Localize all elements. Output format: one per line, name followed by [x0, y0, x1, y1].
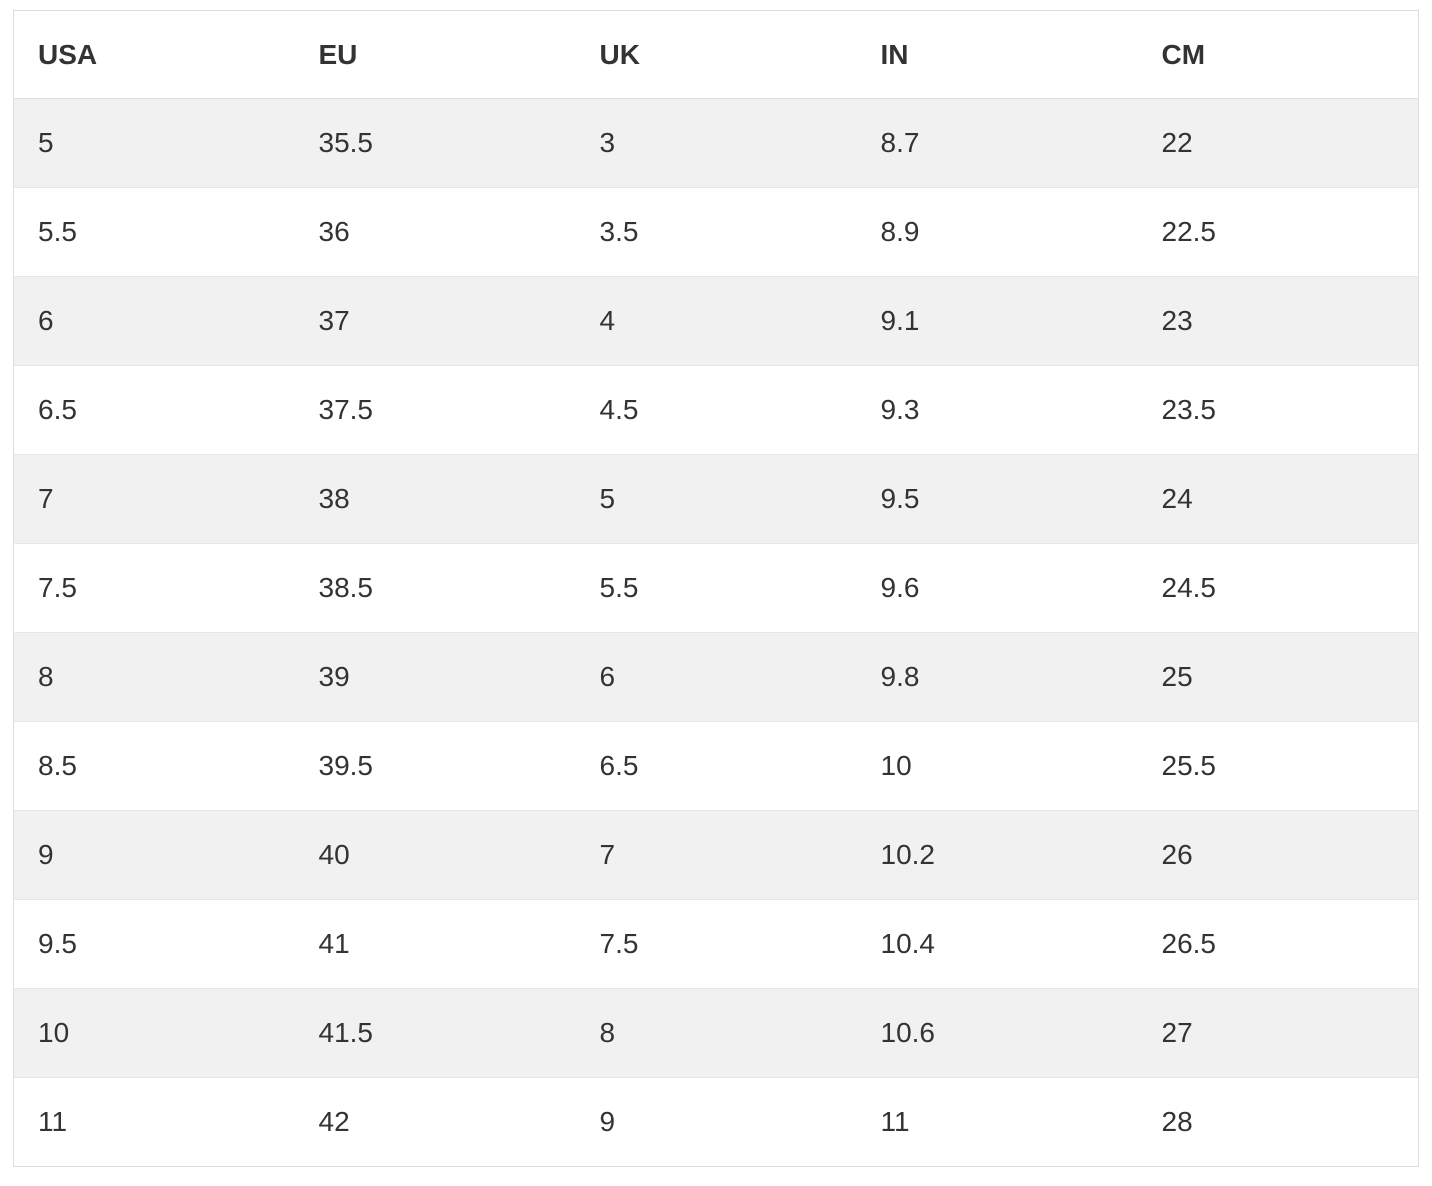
table-cell: 26 [1161, 839, 1193, 870]
table-cell: 3 [599, 127, 616, 158]
table-cell: 37 [318, 305, 350, 336]
table-cell: 23 [1161, 305, 1193, 336]
table-cell: 38 [318, 483, 350, 514]
table-header: USA EU UK IN CM [13, 10, 1419, 99]
table-cell: 8 [38, 661, 54, 692]
table-cell: 6.5 [38, 394, 77, 425]
table-cell: 5.5 [38, 216, 77, 247]
table-cell: 41 [318, 928, 350, 959]
table-cell: 25.5 [1161, 750, 1217, 781]
table-row: 5.5 36 3.5 8.9 22.5 [13, 187, 1419, 277]
table-cell: 23.5 [1161, 394, 1217, 425]
table-cell: 28 [1161, 1106, 1193, 1137]
table-cell: 39 [318, 661, 350, 692]
table-cell: 7.5 [599, 928, 639, 959]
table-cell: 11 [38, 1106, 68, 1137]
table-cell: 6 [599, 661, 616, 692]
table-cell: 8.9 [880, 216, 920, 247]
table-cell: 9.5 [880, 483, 920, 514]
table-cell: 42 [318, 1106, 350, 1137]
column-header-in: IN [856, 10, 1138, 99]
table-cell: 27 [1161, 1017, 1193, 1048]
table-cell: 11 [880, 1106, 910, 1137]
table-cell: 8.7 [880, 127, 920, 158]
table-cell: 9.6 [880, 572, 920, 603]
table-cell: 22 [1161, 127, 1193, 158]
table-cell: 36 [318, 216, 350, 247]
table-cell: 5 [599, 483, 616, 514]
table-cell: 5 [38, 127, 54, 158]
table-cell: 8 [599, 1017, 616, 1048]
table-cell: 26.5 [1161, 928, 1217, 959]
table-row: 8 39 6 9.8 25 [13, 632, 1419, 722]
table-row: 5 35.5 3 8.7 22 [13, 98, 1419, 188]
table-cell: 37.5 [318, 394, 374, 425]
table-cell: 10.2 [880, 839, 936, 870]
table-cell: 24.5 [1161, 572, 1217, 603]
table-cell: 25 [1161, 661, 1193, 692]
table-cell: 38.5 [318, 572, 374, 603]
table-cell: 5.5 [599, 572, 639, 603]
table-cell: 9.3 [880, 394, 920, 425]
table-cell: 10.4 [880, 928, 936, 959]
table-cell: 6.5 [599, 750, 639, 781]
table-cell: 9 [599, 1106, 616, 1137]
table-row: 9.5 41 7.5 10.4 26.5 [13, 899, 1419, 989]
table-cell: 7.5 [38, 572, 77, 603]
column-header-usa: USA [13, 10, 295, 99]
table-row: 7 38 5 9.5 24 [13, 454, 1419, 544]
table-cell: 10 [38, 1017, 70, 1048]
table-cell: 4 [599, 305, 616, 336]
table-cell: 41.5 [318, 1017, 374, 1048]
table-cell: 3.5 [599, 216, 639, 247]
table-row: 7.5 38.5 5.5 9.6 24.5 [13, 543, 1419, 633]
header-row: USA EU UK IN CM [13, 10, 1419, 99]
table-cell: 7 [38, 483, 54, 514]
table-cell: 39.5 [318, 750, 374, 781]
table-cell: 40 [318, 839, 350, 870]
table-row: 6 37 4 9.1 23 [13, 276, 1419, 366]
table-row: 11 42 9 11 28 [13, 1077, 1419, 1167]
table-cell: 22.5 [1161, 216, 1217, 247]
table-cell: 9.5 [38, 928, 77, 959]
table-cell: 7 [599, 839, 616, 870]
table-row: 6.5 37.5 4.5 9.3 23.5 [13, 365, 1419, 455]
table-row: 10 41.5 8 10.6 27 [13, 988, 1419, 1078]
size-conversion-table: USA EU UK IN CM 5 35.5 3 8.7 22 5.5 36 3… [13, 10, 1419, 1167]
table-row: 9 40 7 10.2 26 [13, 810, 1419, 900]
table-cell: 35.5 [318, 127, 374, 158]
table-cell: 8.5 [38, 750, 77, 781]
table-cell: 24 [1161, 483, 1193, 514]
table-cell: 6 [38, 305, 54, 336]
table-row: 8.5 39.5 6.5 10 25.5 [13, 721, 1419, 811]
table-cell: 9.1 [880, 305, 920, 336]
table-cell: 9 [38, 839, 54, 870]
column-header-eu: EU [294, 10, 576, 99]
table-cell: 10 [880, 750, 912, 781]
table-cell: 10.6 [880, 1017, 936, 1048]
table-body: 5 35.5 3 8.7 22 5.5 36 3.5 8.9 22.5 6 37… [13, 98, 1419, 1167]
column-header-uk: UK [575, 10, 857, 99]
table-cell: 4.5 [599, 394, 639, 425]
column-header-cm: CM [1137, 10, 1419, 99]
table-cell: 9.8 [880, 661, 920, 692]
